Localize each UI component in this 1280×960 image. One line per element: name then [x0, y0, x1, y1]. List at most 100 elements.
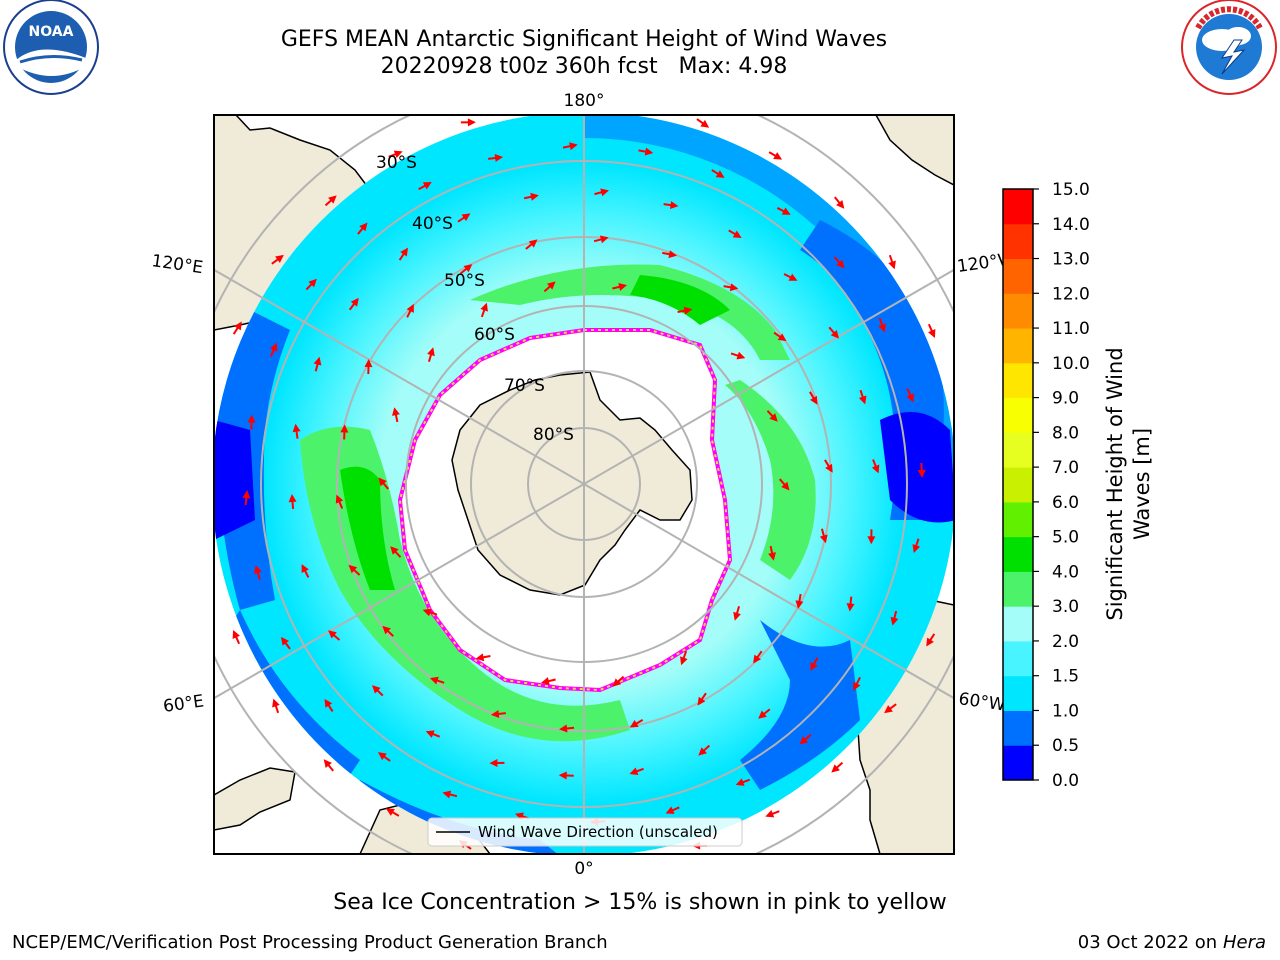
colorbar-tick-label: 7.0	[1052, 458, 1079, 478]
wave-direction-arrow	[425, 730, 441, 738]
colorbar-level-0	[1003, 745, 1033, 781]
lon-label-top: 180°	[564, 91, 605, 111]
wave-direction-arrow	[247, 414, 256, 430]
wave-direction-arrow	[884, 703, 897, 714]
wave-direction-arrow	[768, 545, 776, 561]
wave-direction-arrow	[559, 724, 575, 733]
colorbar-label-line-1: Significant Height of Wind	[1103, 347, 1127, 620]
wave-direction-arrow	[398, 247, 408, 261]
wave-direction-arrow	[348, 297, 359, 311]
wave-direction-arrow	[853, 676, 861, 691]
wave-direction-arrow	[696, 118, 710, 128]
colorbar-label-line-2: Waves [m]	[1130, 428, 1154, 540]
colorbar-tick-label: 1.0	[1052, 701, 1079, 721]
wave-direction-arrow	[523, 192, 539, 201]
colorbar: 15.0 14.0 13.0 12.0 11.0 10.0 9.0 8.0 7.0 6.0 5.0 4…	[1002, 180, 1154, 791]
wave-direction-arrow	[323, 759, 334, 772]
wave-direction-arrow	[489, 759, 505, 768]
wave-direction-arrow	[328, 630, 341, 641]
wave-direction-arrow	[558, 771, 574, 780]
wave-direction-arrow	[272, 698, 280, 714]
caption: Sea Ice Concentration > 15% is shown in …	[333, 890, 947, 915]
wave-direction-arrow	[385, 808, 400, 817]
wave-direction-arrow	[888, 254, 896, 270]
antarctica-landmass	[451, 371, 693, 596]
wave-direction-arrow	[357, 222, 368, 235]
wave-direction-arrow	[711, 169, 725, 178]
wave-direction-arrow	[810, 657, 819, 671]
wave-direction-arrow	[459, 264, 473, 275]
lon-label-bottom: 0°	[574, 859, 593, 879]
wave-direction-arrow	[846, 596, 855, 612]
wave-direction-arrow	[488, 153, 504, 162]
wave-direction-arrow	[917, 462, 926, 478]
colorbar-tick-label: 1.5	[1052, 667, 1079, 687]
colorbar-tick-label: 12.0	[1052, 284, 1090, 304]
colorbar-level-3	[1003, 640, 1033, 677]
wave-direction-arrow	[242, 490, 251, 506]
colorbar-tick-label: 5.0	[1052, 528, 1079, 548]
wave-direction-arrow	[753, 650, 763, 664]
wave-direction-arrow	[663, 201, 679, 210]
footer-machine: Hera	[1222, 932, 1266, 953]
wave-direction-arrow	[390, 546, 402, 558]
lat-label-40s: 40°S	[412, 214, 453, 234]
wave-direction-arrow	[372, 685, 384, 697]
wave-direction-arrow	[406, 303, 414, 318]
wave-direction-arrow	[480, 302, 488, 318]
lat-label-80s: 80°S	[533, 425, 574, 445]
colorbar-level-11	[1003, 362, 1033, 399]
wave-direction-arrow	[697, 692, 707, 706]
wave-direction-arrow	[340, 424, 349, 440]
wave-direction-arrow	[254, 565, 262, 580]
wave-direction-arrow	[232, 321, 242, 335]
map-legend: Wind Wave Direction (unscaled)	[427, 817, 743, 847]
colorbar-tick-label: 6.0	[1052, 493, 1079, 513]
wave-direction-arrow	[776, 207, 791, 215]
colorbar-level-4	[1003, 606, 1033, 642]
wave-direction-arrow	[525, 239, 538, 250]
wave-direction-arrow	[828, 326, 839, 339]
colorbar-tick-label: 14.0	[1052, 215, 1090, 235]
wave-direction-arrow	[867, 529, 876, 545]
wave-direction-arrow	[280, 636, 291, 650]
wave-direction-arrow	[858, 389, 867, 405]
wave-direction-arrow	[593, 235, 609, 244]
wave-direction-arrow	[540, 677, 556, 685]
wave-direction-arrow	[324, 195, 337, 207]
wave-direction-arrow	[348, 564, 361, 576]
wave-direction-arrow	[364, 358, 373, 375]
noaa-logo: NOAA	[3, 0, 99, 95]
wave-direction-arrow	[871, 459, 880, 474]
noaa-logo-text: NOAA	[29, 24, 74, 40]
wave-direction-arrow	[629, 718, 644, 728]
wave-direction-arrow	[662, 250, 678, 259]
colorbar-tick-label: 15.0	[1052, 180, 1090, 200]
wave-direction-arrow	[819, 528, 828, 544]
colorbar-tick-label: 13.0	[1052, 250, 1090, 270]
latitude-labels: 30°S 40°S 50°S 60°S 70°S 80°S	[376, 153, 574, 445]
colorbar-tick-label: 8.0	[1052, 423, 1079, 443]
wave-direction-arrow	[831, 761, 844, 773]
wave-direction-arrow	[728, 229, 742, 238]
colorbar-level-2	[1003, 675, 1033, 711]
wave-direction-arrow	[612, 675, 625, 687]
wave-direction-arrow	[594, 188, 610, 197]
wave-direction-arrow	[457, 213, 471, 223]
colorbar-level-1	[1003, 710, 1033, 746]
colorbar-level-6	[1003, 536, 1033, 572]
wave-direction-arrow	[677, 306, 693, 315]
colorbar-level-13	[1003, 293, 1033, 329]
wave-direction-arrow	[301, 564, 310, 578]
colorbar-level-7	[1003, 501, 1033, 538]
colorbar-tick-label: 11.0	[1052, 319, 1090, 339]
colorbar-color-blocks	[1003, 189, 1033, 781]
wave-direction-arrow	[418, 182, 432, 191]
lat-label-70s: 70°S	[504, 376, 545, 396]
wave-direction-arrow	[382, 625, 394, 637]
wave-direction-arrow	[305, 278, 317, 291]
colorbar-ticks: 15.0 14.0 13.0 12.0 11.0 10.0 9.0 8.0 7.0 6.0 5.0 4…	[1033, 180, 1090, 791]
wave-direction-arrow	[442, 790, 458, 799]
colorbar-tick-label: 2.0	[1052, 632, 1079, 652]
